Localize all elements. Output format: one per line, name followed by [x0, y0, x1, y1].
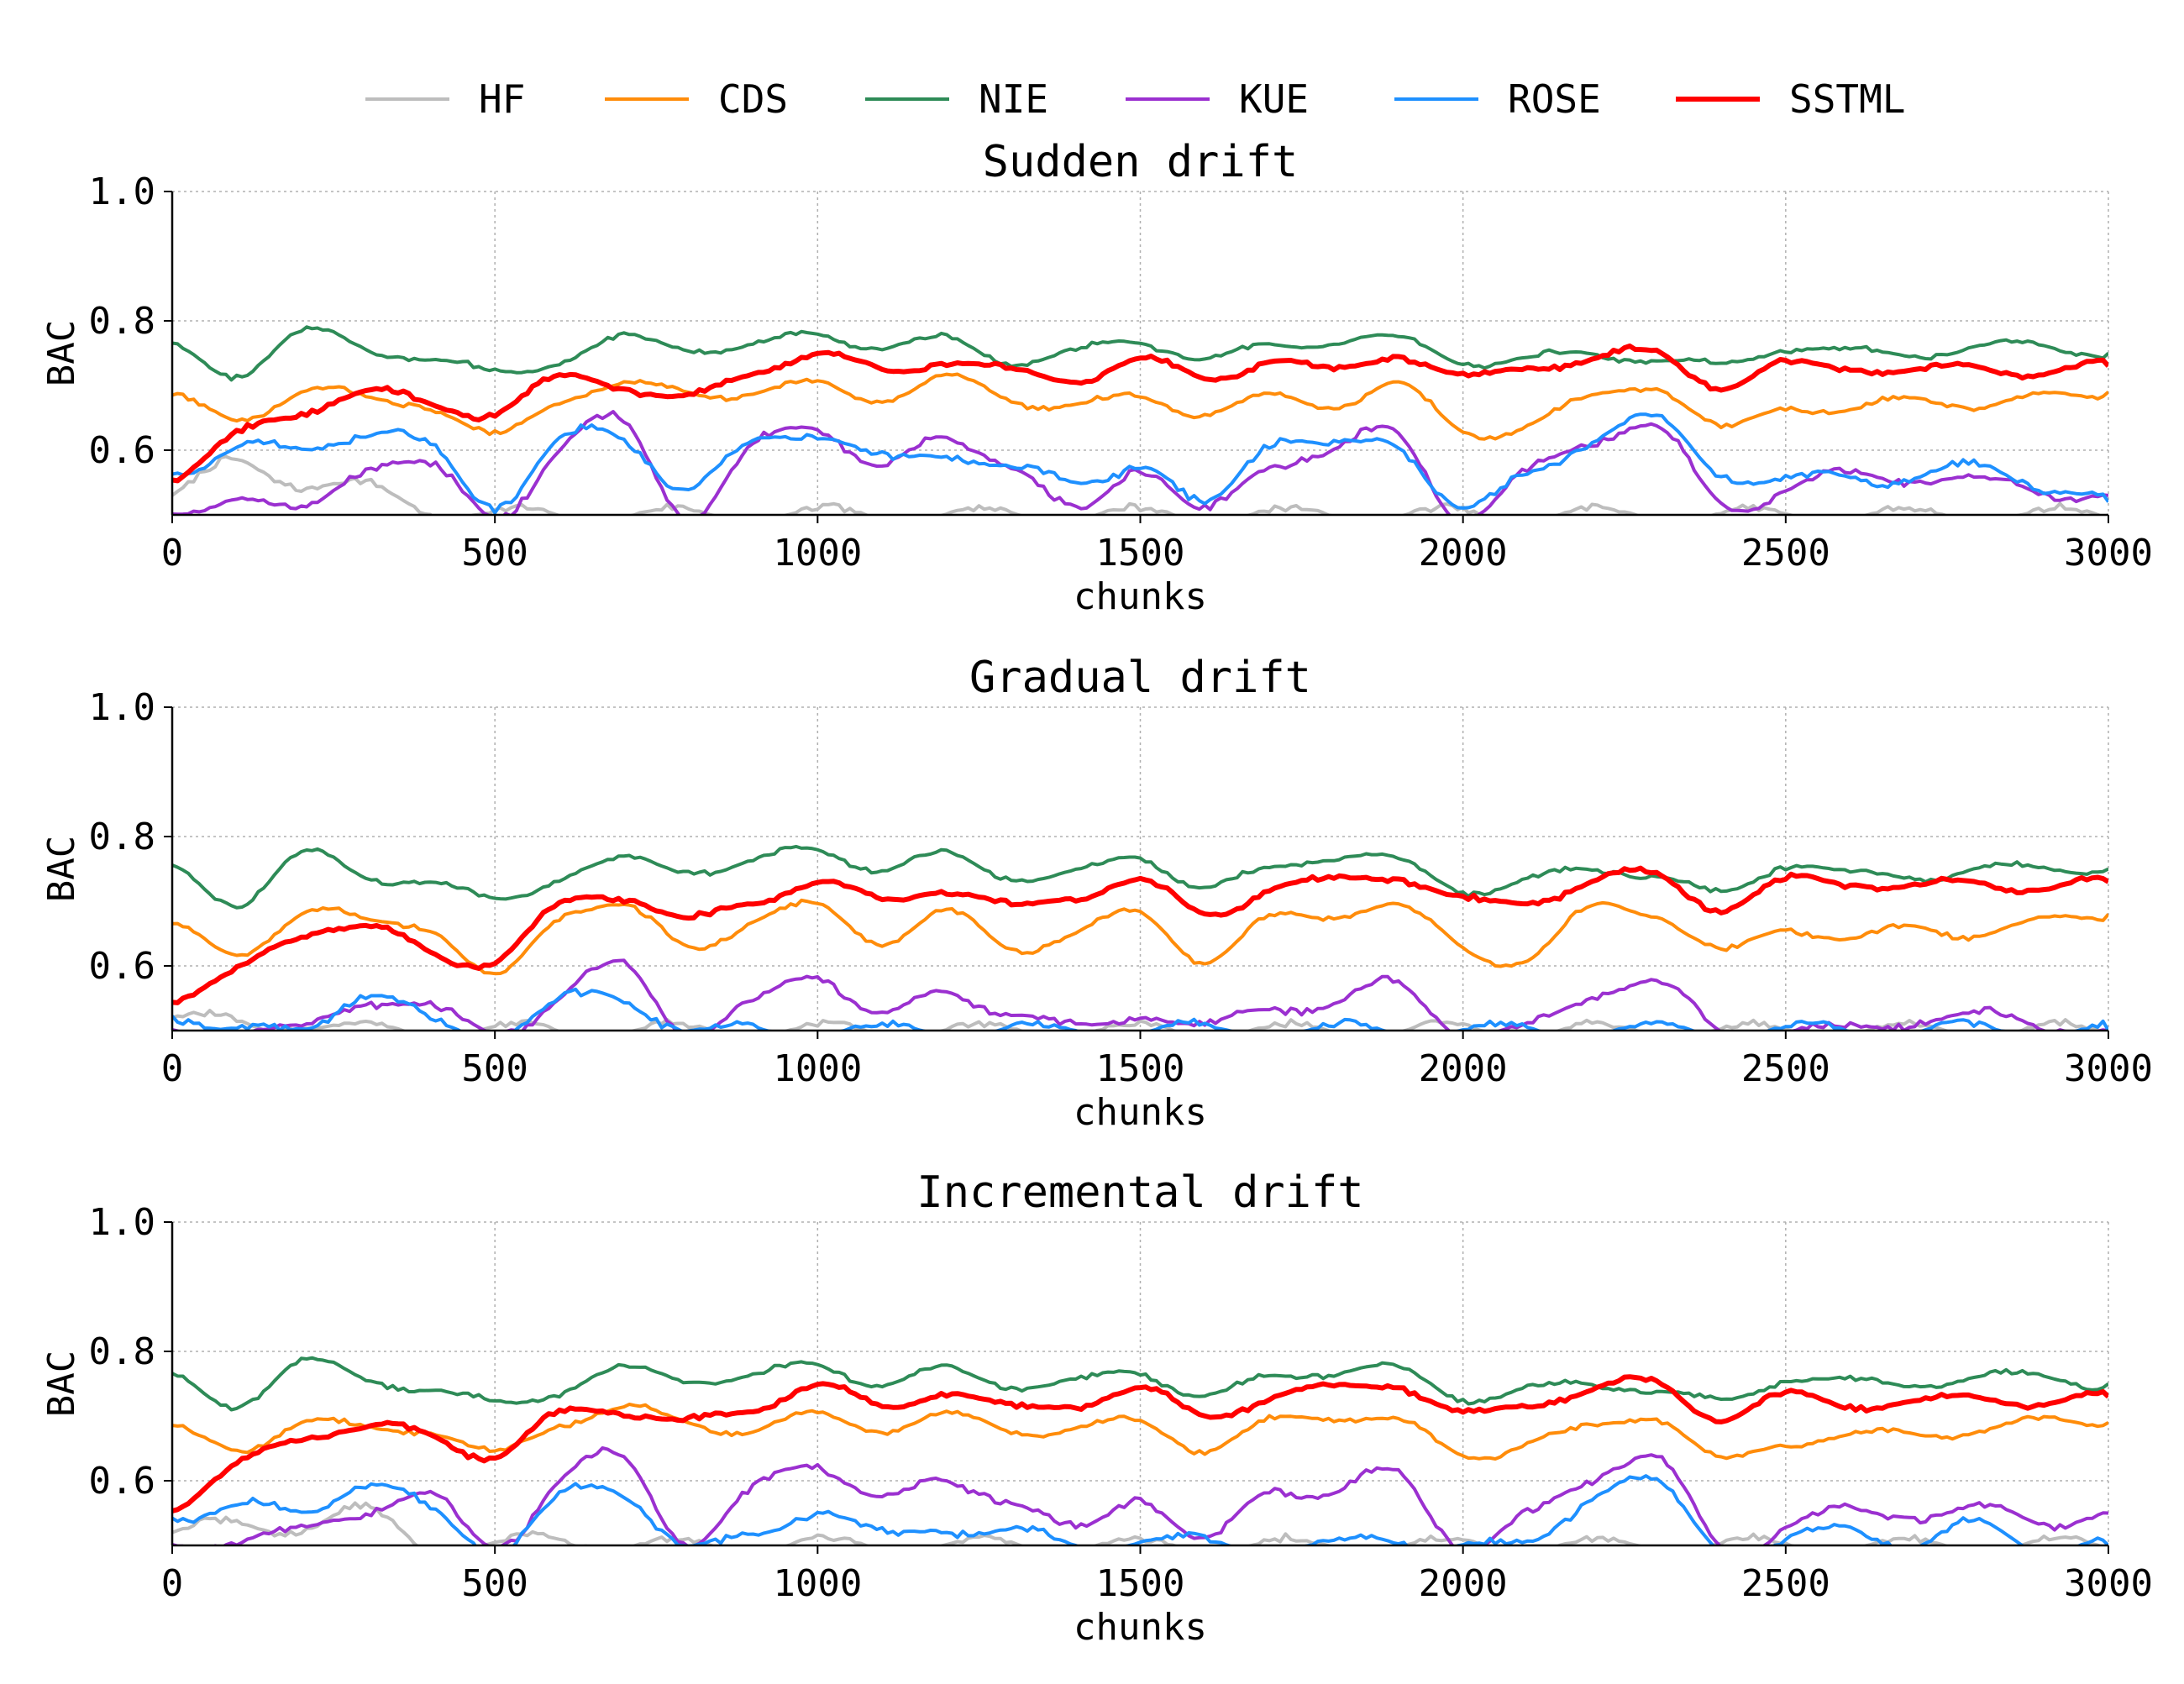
x-tick-label: 2000	[1419, 1047, 1508, 1090]
series-line-sstml	[172, 865, 2108, 1005]
series-line-cds	[172, 898, 2108, 976]
series-line-rose	[172, 412, 2108, 515]
y-axis-label: BAC	[40, 836, 83, 902]
x-tick-label: 2500	[1741, 1047, 1830, 1090]
legend-label-kue: KUE	[1239, 76, 1309, 122]
series-line-cds	[172, 1403, 2108, 1461]
x-tick-label: 0	[161, 1562, 184, 1605]
panel-title: Incremental drift	[916, 1167, 1363, 1218]
x-tick-label: 0	[161, 1047, 184, 1090]
legend-label-nie: NIE	[979, 76, 1048, 122]
series-line-rose	[172, 1474, 2108, 1545]
y-tick-label: 0.8	[89, 816, 155, 858]
legend: HF CDS NIE KUE ROSE SSTML	[365, 76, 1905, 122]
x-tick-label: 1500	[1096, 1562, 1185, 1605]
grid	[171, 191, 2109, 515]
legend-item-rose: ROSE	[1394, 76, 1601, 122]
series-line-nie	[172, 844, 2108, 910]
series-line-sstml	[172, 344, 2108, 484]
panel-gradual-drift: Gradual drift 0 500 1000 1500 2000 2500 3000 0.6…	[40, 653, 2153, 1134]
x-tick-label: 1000	[773, 1047, 862, 1090]
y-tick-label: 0.8	[89, 1330, 155, 1373]
legend-item-sstml: SSTML	[1676, 76, 1905, 122]
x-tick-label: 500	[461, 1047, 528, 1090]
series-lines	[172, 844, 2108, 1031]
panel-incremental-drift: Incremental drift 0 500 1000 1500 2000 2500 300…	[40, 1167, 2153, 1649]
y-axis-label: BAC	[40, 320, 83, 386]
series-line-hf	[172, 1009, 2108, 1031]
x-tick-label: 3000	[2064, 1562, 2153, 1605]
x-axis-label: chunks	[1074, 1091, 1207, 1134]
legend-label-hf: HF	[479, 76, 525, 122]
y-tick-label: 0.8	[89, 300, 155, 343]
legend-label-cds: CDS	[718, 76, 788, 122]
legend-item-hf: HF	[365, 76, 525, 122]
panel-title: Sudden drift	[983, 137, 1299, 187]
legend-label-sstml: SSTML	[1789, 76, 1905, 122]
y-axis-label: BAC	[40, 1351, 83, 1417]
x-tick-label: 1000	[773, 532, 862, 574]
series-line-rose	[172, 987, 2108, 1031]
y-tick-label: 1.0	[89, 686, 155, 729]
series-lines	[172, 325, 2108, 515]
x-tick-label: 2500	[1741, 1562, 1830, 1605]
x-tick-label: 1500	[1096, 1047, 1185, 1090]
grid	[171, 706, 2109, 1031]
legend-item-kue: KUE	[1126, 76, 1309, 122]
x-tick-label: 0	[161, 532, 184, 574]
series-line-nie	[172, 325, 2108, 382]
y-tick-label: 1.0	[89, 1201, 155, 1244]
x-tick-label: 2000	[1419, 532, 1508, 574]
series-line-kue	[172, 1446, 2108, 1545]
series-line-nie	[172, 1356, 2108, 1412]
y-tick-label: 0.6	[89, 945, 155, 988]
legend-label-rose: ROSE	[1508, 76, 1601, 122]
panels: Sudden drift 0 500 1000 1500 2000 2500 3000 0.6 0…	[40, 137, 2153, 1649]
x-tick-label: 500	[461, 532, 528, 574]
series-line-cds	[172, 372, 2108, 441]
legend-item-nie: NIE	[865, 76, 1048, 122]
x-tick-label: 3000	[2064, 532, 2153, 574]
x-axis-label: chunks	[1074, 1606, 1207, 1649]
x-tick-label: 2500	[1741, 532, 1830, 574]
y-tick-label: 0.6	[89, 429, 155, 472]
x-tick-label: 3000	[2064, 1047, 2153, 1090]
legend-item-cds: CDS	[605, 76, 788, 122]
series-line-kue	[172, 958, 2108, 1031]
x-tick-label: 500	[461, 1562, 528, 1605]
x-tick-label: 1500	[1096, 532, 1185, 574]
series-line-kue	[172, 410, 2108, 515]
panel-sudden-drift: Sudden drift 0 500 1000 1500 2000 2500 3000 0.6 0…	[40, 137, 2153, 618]
y-tick-label: 0.6	[89, 1460, 155, 1503]
x-tick-label: 1000	[773, 1562, 862, 1605]
x-axis-label: chunks	[1074, 575, 1207, 618]
panel-title: Gradual drift	[969, 653, 1311, 703]
x-tick-label: 2000	[1419, 1562, 1508, 1605]
series-lines	[172, 1356, 2108, 1545]
y-tick-label: 1.0	[89, 170, 155, 213]
series-line-sstml	[172, 1374, 2108, 1514]
series-line-hf	[172, 1501, 2108, 1545]
